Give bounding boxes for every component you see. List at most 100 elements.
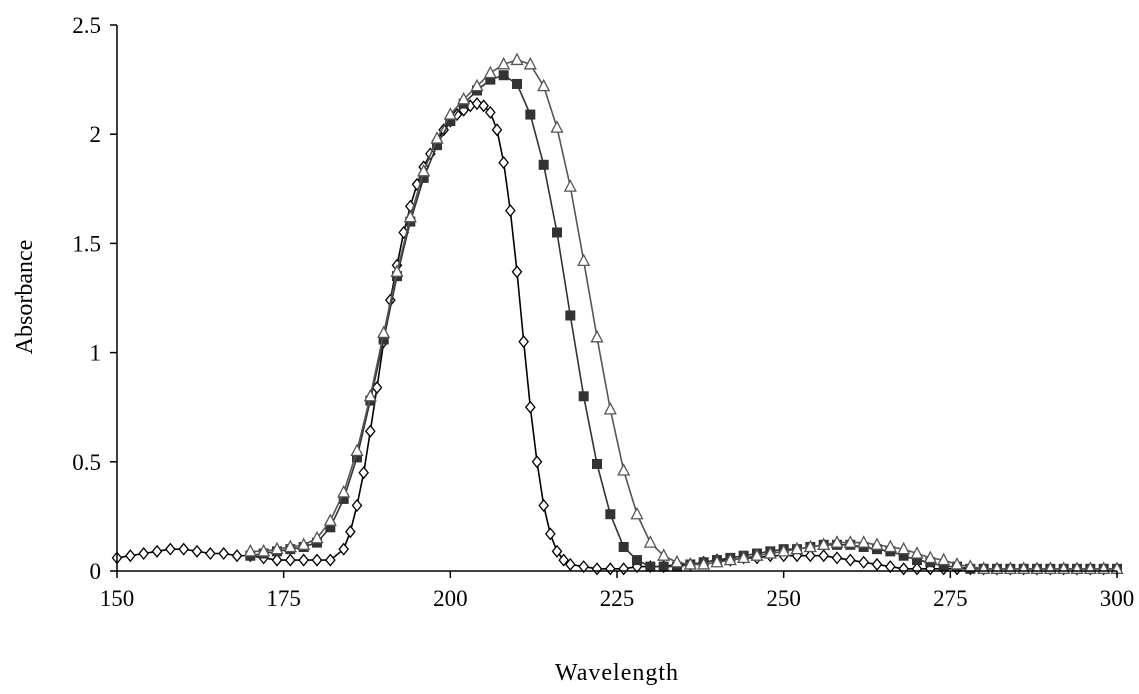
data-point-triangle — [283, 539, 297, 553]
data-point-triangle — [443, 107, 457, 120]
data-point-triangle — [870, 537, 884, 550]
data-point-square — [645, 561, 656, 572]
series-1 — [111, 97, 1123, 576]
data-point-triangle — [737, 550, 751, 564]
data-point-diamond — [511, 265, 523, 279]
data-point-diamond — [538, 498, 550, 513]
data-point-diamond — [324, 553, 336, 567]
x-tick-label: 225 — [600, 586, 635, 611]
data-point-diamond — [518, 335, 530, 349]
x-tick-label: 150 — [100, 586, 135, 611]
data-point-diamond — [478, 99, 490, 113]
data-point-triangle — [777, 543, 791, 557]
data-point-triangle — [923, 550, 937, 564]
data-point-diamond — [351, 498, 363, 513]
data-point-diamond — [504, 204, 516, 218]
data-point-triangle — [323, 513, 337, 526]
y-tick-label: 0.5 — [72, 450, 101, 475]
ticks-layer: 150 175 200 225 250 275 300 0 0.5 1 1.5 2 2.5 — [72, 13, 1134, 611]
data-point-triangle — [523, 56, 537, 70]
data-point-diamond — [124, 549, 136, 563]
data-point-diamond — [591, 562, 603, 576]
data-point-diamond — [218, 547, 230, 561]
data-point-diamond — [884, 560, 896, 574]
data-point-triangle — [897, 541, 911, 555]
x-tick-label: 200 — [433, 586, 468, 611]
y-tick-label: 2 — [90, 122, 102, 147]
y-tick-label: 0 — [90, 559, 102, 584]
series-line — [250, 74, 1117, 570]
data-point-triangle — [243, 543, 257, 557]
data-point-triangle — [830, 535, 844, 548]
data-point-triangle — [430, 131, 444, 144]
data-point-triangle — [803, 539, 817, 553]
data-point-diamond — [164, 542, 176, 556]
data-point-triangle — [817, 537, 831, 550]
data-point-triangle — [577, 253, 591, 267]
data-point-diamond — [544, 527, 556, 541]
series-line — [250, 59, 1117, 570]
y-axis-title: Absorbance — [12, 240, 38, 355]
data-point-diamond — [151, 544, 163, 558]
x-tick-label: 250 — [766, 586, 801, 611]
data-point-square — [538, 159, 549, 170]
data-point-square — [525, 109, 536, 120]
data-point-triangle — [470, 78, 484, 92]
data-point-square — [578, 391, 589, 402]
data-point-triangle — [417, 163, 431, 177]
data-point-triangle — [337, 484, 351, 498]
data-point-triangle — [750, 548, 764, 561]
data-point-diamond — [338, 542, 350, 556]
data-point-triangle — [497, 56, 511, 70]
data-point-diamond — [804, 549, 816, 563]
data-point-triangle — [883, 539, 897, 553]
data-point-diamond — [358, 466, 370, 480]
data-point-triangle — [790, 541, 804, 555]
data-point-triangle — [310, 530, 324, 544]
data-point-diamond — [311, 553, 323, 567]
data-point-diamond — [618, 562, 630, 576]
data-point-diamond — [498, 156, 510, 170]
data-point-triangle — [617, 463, 631, 476]
data-point-triangle — [270, 541, 284, 555]
data-point-square — [565, 310, 576, 321]
data-point-triangle — [857, 535, 871, 548]
data-point-triangle — [363, 388, 377, 402]
data-point-diamond — [284, 553, 296, 567]
data-point-square — [618, 541, 629, 552]
data-point-diamond — [578, 560, 590, 574]
data-point-diamond — [531, 455, 543, 469]
data-point-diamond — [271, 553, 283, 567]
data-point-diamond — [558, 553, 570, 567]
x-tick-label: 175 — [266, 586, 301, 611]
y-tick-label: 2.5 — [72, 13, 101, 38]
data-point-diamond — [231, 549, 243, 563]
data-point-triangle — [763, 546, 777, 559]
x-tick-label: 275 — [933, 586, 968, 611]
data-point-diamond — [138, 547, 150, 561]
data-point-triangle — [630, 506, 644, 520]
data-point-triangle — [403, 209, 417, 223]
data-point-square — [605, 509, 616, 520]
data-point-triangle — [390, 264, 404, 277]
data-point-square — [498, 70, 509, 81]
data-point-diamond — [178, 542, 190, 556]
data-point-triangle — [257, 543, 271, 557]
series-layer — [111, 52, 1124, 576]
data-point-diamond — [491, 123, 503, 137]
y-tick-label: 1.5 — [72, 231, 101, 256]
x-axis-title: Wavelength — [555, 660, 679, 686]
data-point-triangle — [603, 401, 617, 415]
series-line — [116, 102, 1117, 570]
data-point-triangle — [537, 78, 551, 92]
data-point-diamond — [871, 557, 883, 571]
data-point-diamond — [858, 555, 870, 569]
data-point-triangle — [657, 548, 671, 561]
data-point-triangle — [710, 554, 724, 568]
data-point-diamond — [844, 553, 856, 567]
data-point-diamond — [564, 557, 576, 571]
data-point-triangle — [697, 557, 711, 570]
data-point-triangle — [937, 552, 951, 566]
